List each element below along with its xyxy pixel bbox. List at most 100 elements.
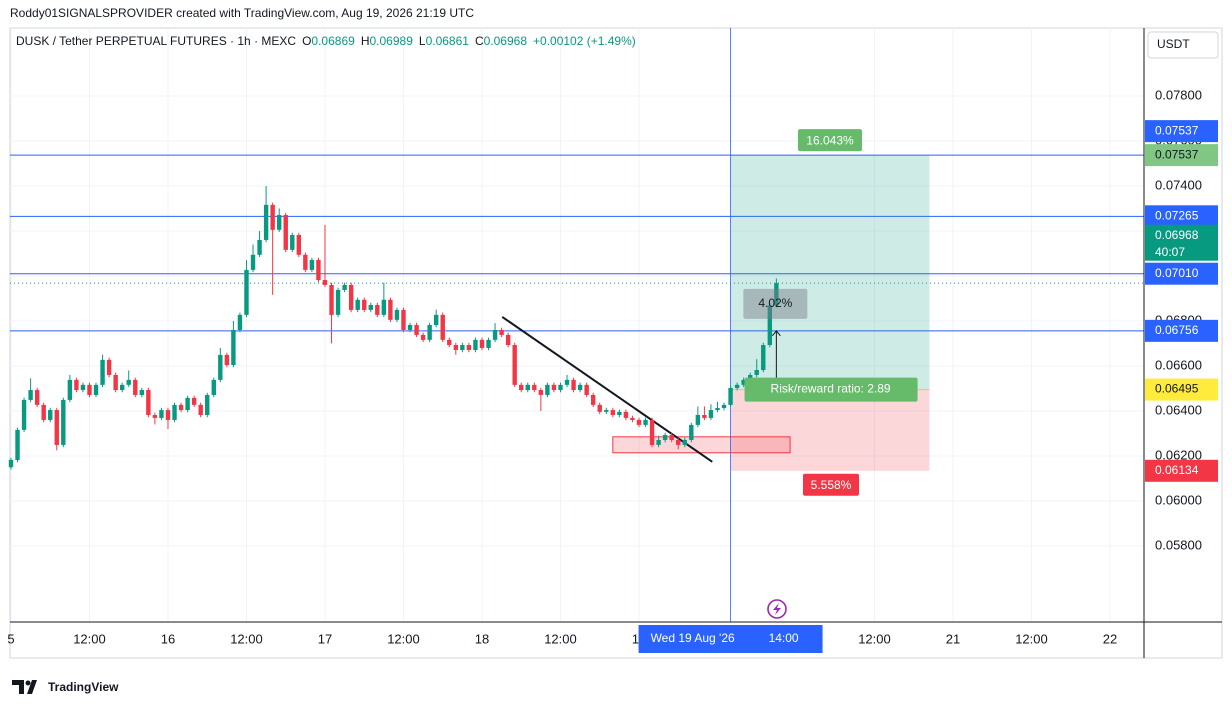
legend-key: C bbox=[475, 34, 484, 48]
legend-value: 0.06968 bbox=[484, 34, 528, 48]
candle-body bbox=[453, 345, 459, 350]
candle-body bbox=[388, 299, 393, 320]
candle-body bbox=[198, 404, 203, 415]
symbol: DUSK / Tether PERPETUAL FUTURES · 1h · M… bbox=[16, 34, 296, 48]
candle-body bbox=[362, 299, 367, 310]
alert-ring bbox=[767, 599, 787, 619]
candle-body bbox=[21, 399, 27, 430]
legend-key: H bbox=[361, 34, 370, 48]
candle-body bbox=[695, 415, 701, 425]
brand: TradingView bbox=[48, 680, 119, 694]
candle-body bbox=[597, 404, 602, 412]
legend-key: L bbox=[419, 34, 426, 48]
candle-body bbox=[159, 410, 164, 418]
candle-body bbox=[48, 410, 53, 420]
crosshair-label-box bbox=[638, 625, 823, 653]
candle-body bbox=[309, 259, 315, 270]
y-tick-label: 0.06400 bbox=[1155, 402, 1202, 417]
candle-body bbox=[662, 435, 668, 440]
candle-body bbox=[741, 379, 746, 385]
countdown: 40:07 bbox=[1155, 245, 1185, 259]
candle-body bbox=[734, 384, 740, 388]
candle-body bbox=[119, 384, 125, 391]
candle-body bbox=[525, 384, 530, 391]
profit-zone bbox=[730, 155, 930, 390]
loss-zone bbox=[730, 389, 930, 471]
y-tick-label: 0.07800 bbox=[1155, 87, 1202, 102]
x-tick-label: 12:00 bbox=[1015, 631, 1048, 646]
candle-body bbox=[375, 304, 380, 315]
hline-price-label-box bbox=[1145, 120, 1218, 143]
entry-price-label-box bbox=[1145, 378, 1218, 401]
candle-body bbox=[499, 329, 504, 335]
candle-body bbox=[335, 289, 341, 315]
measure-arrowhead bbox=[771, 330, 781, 337]
legend: DUSK / Tether PERPETUAL FUTURES · 1h · M… bbox=[16, 34, 636, 48]
support-zone bbox=[612, 436, 791, 454]
candle-body bbox=[505, 334, 511, 346]
candle-body bbox=[205, 394, 210, 415]
candle-body bbox=[237, 314, 243, 330]
candle-body bbox=[630, 417, 635, 420]
candle-body bbox=[427, 325, 432, 340]
candle-body bbox=[590, 394, 596, 405]
alert-icon[interactable] bbox=[767, 599, 787, 619]
legend-change: +0.00102 (+1.49%) bbox=[533, 34, 636, 48]
candle-body bbox=[106, 359, 112, 375]
candle-body bbox=[185, 397, 190, 411]
candle-body bbox=[669, 435, 674, 440]
candle-body bbox=[270, 204, 275, 230]
candle-body bbox=[224, 354, 230, 366]
candle-body bbox=[545, 384, 550, 395]
candle-body bbox=[290, 235, 295, 250]
candle-body bbox=[80, 384, 86, 391]
candle-body bbox=[479, 339, 485, 348]
candle-body bbox=[263, 204, 269, 240]
candle-body bbox=[329, 284, 334, 315]
trendline bbox=[501, 316, 713, 463]
x-tick-label: 12:00 bbox=[387, 631, 420, 646]
candle-body bbox=[492, 329, 498, 340]
x-tick-label: 22 bbox=[1103, 631, 1117, 646]
candle-body bbox=[87, 384, 92, 395]
candle-body bbox=[61, 399, 66, 445]
stop-label: 5.558% bbox=[811, 478, 852, 492]
candle-body bbox=[152, 415, 158, 418]
crosshair-time: 14:00 bbox=[769, 631, 799, 645]
y-tick-label: 0.07400 bbox=[1155, 177, 1202, 192]
candle-body bbox=[774, 283, 779, 306]
candle-body bbox=[636, 419, 642, 425]
candle-body bbox=[689, 424, 694, 440]
candle-body bbox=[610, 410, 616, 415]
candle-body bbox=[172, 404, 177, 420]
logo bbox=[12, 680, 37, 694]
candle-body bbox=[447, 339, 452, 346]
candle-body bbox=[623, 411, 629, 418]
attribution: Roddy01SIGNALSPROVIDER created with Trad… bbox=[10, 6, 474, 20]
y-tick-label: 0.06000 bbox=[1155, 492, 1202, 507]
candle-body bbox=[512, 345, 517, 385]
candle-body bbox=[303, 254, 308, 270]
candle-body bbox=[178, 404, 184, 411]
x-tick-label: 5 bbox=[7, 631, 14, 646]
candle-body bbox=[8, 460, 14, 468]
target-price-label: 0.07537 bbox=[1155, 147, 1199, 161]
candle-body bbox=[368, 304, 373, 310]
candle-body bbox=[577, 384, 583, 391]
candle-body bbox=[54, 410, 59, 445]
candle-body bbox=[218, 354, 223, 380]
candle-body bbox=[113, 374, 118, 391]
candle-body bbox=[761, 345, 766, 370]
candle-body bbox=[420, 334, 426, 340]
stop-label-box bbox=[802, 473, 859, 496]
candle-body bbox=[649, 419, 655, 445]
candle-body bbox=[702, 415, 707, 418]
currency-box[interactable] bbox=[1147, 31, 1219, 59]
currency: USDT bbox=[1157, 37, 1190, 51]
candle-body bbox=[381, 299, 387, 315]
candle-body bbox=[93, 384, 99, 395]
target-label-box bbox=[797, 129, 862, 152]
candle-body bbox=[440, 314, 445, 340]
